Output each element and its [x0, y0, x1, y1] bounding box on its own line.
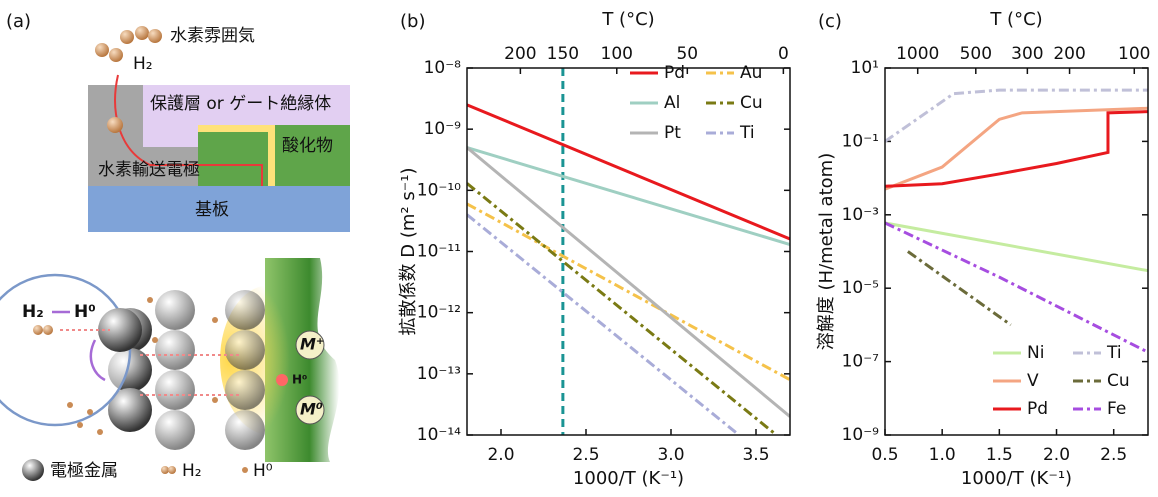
top-tick-label: 100 — [1118, 44, 1150, 64]
data-line — [467, 215, 739, 435]
x-tick-label: 2.0 — [1043, 445, 1070, 465]
top-axis-label: T (°C) — [989, 9, 1042, 30]
panel-label: (b) — [400, 11, 425, 32]
y-tick-label: 10⁻⁵ — [842, 278, 879, 298]
diagram-label: H⁰ — [292, 373, 307, 387]
diagram-label: H₂ — [22, 302, 44, 322]
top-tick-label: 200 — [504, 44, 536, 64]
legend-label: Ti — [739, 123, 755, 143]
diagram-label: M⁺ — [300, 335, 324, 354]
legend-label: Ti — [1106, 343, 1122, 363]
diagram-label: 基板 — [195, 200, 229, 220]
y-axis-label: 溶解度 (H/metal atom) — [816, 153, 837, 350]
diagram-label: 水素輸送電極 — [98, 160, 200, 180]
legend-label: Fe — [1107, 399, 1126, 419]
legend-label: Cu — [740, 93, 763, 113]
diagram-label: H⁰ — [74, 302, 96, 322]
legend-label: Cu — [1107, 371, 1130, 391]
x-tick-label: 2.5 — [572, 445, 599, 465]
x-tick-label: 2.0 — [487, 445, 514, 465]
legend-label: 電極金属 — [50, 461, 118, 481]
top-tick-label: 150 — [547, 44, 579, 64]
legend-label: Ni — [1027, 343, 1044, 363]
y-tick-label: 10⁻³ — [842, 205, 879, 225]
x-tick-label: 3.5 — [742, 445, 769, 465]
y-tick-label: 10⁻⁷ — [842, 352, 880, 372]
legend-label: H₂ — [182, 461, 202, 481]
legend-label: Pd — [1027, 399, 1048, 419]
data-line — [467, 148, 790, 245]
legend-label: Al — [664, 93, 680, 113]
y-tick-label: 10⁻⁹ — [424, 119, 462, 139]
x-tick-label: 0.5 — [871, 445, 898, 465]
diagram-label: 保護層 or ゲート絶縁体 — [150, 94, 331, 114]
diagram-label: 酸化物 — [282, 136, 333, 156]
data-line — [467, 183, 776, 435]
y-axis-label: 拡散係数 D (m² s⁻¹) — [398, 168, 419, 336]
y-tick-label: 10⁻⁸ — [424, 58, 462, 78]
y-tick-label: 10¹ — [851, 58, 879, 78]
legend-label: Au — [740, 63, 762, 83]
legend-label: Pt — [664, 123, 681, 143]
x-axis-label: 1000/T (K⁻¹) — [573, 468, 684, 489]
legend-label: V — [1027, 371, 1039, 391]
mechanism-diagram — [0, 258, 339, 481]
panel-label: (c) — [818, 11, 842, 32]
y-tick-label: 10⁻¹¹ — [417, 242, 461, 262]
figure: (a) (b) (c) 水素雰囲気 H₂ 保護層 or ゲート絶縁体 水素輸送電… — [0, 0, 1158, 497]
data-line — [908, 252, 1011, 325]
top-tick-label: 0 — [778, 44, 789, 64]
top-tick-label: 500 — [960, 44, 992, 64]
panel-label: (a) — [6, 11, 31, 32]
y-tick-label: 10⁻¹³ — [417, 364, 461, 384]
y-tick-label: 10⁻¹² — [417, 303, 461, 323]
diagram-label: H₂ — [133, 54, 153, 74]
y-tick-label: 10⁻⁹ — [842, 425, 880, 445]
data-line — [885, 223, 1148, 352]
x-axis-label: 1000/T (K⁻¹) — [961, 468, 1072, 489]
y-tick-label: 10⁻¹⁰ — [417, 180, 461, 200]
diagram-label: M⁰ — [300, 400, 323, 419]
legend-label: H⁰ — [253, 461, 273, 481]
top-tick-label: 50 — [676, 44, 698, 64]
top-tick-label: 200 — [1053, 44, 1085, 64]
legend-label: Pd — [664, 63, 685, 83]
x-tick-label: 1.5 — [986, 445, 1013, 465]
data-line — [885, 223, 1148, 271]
y-tick-label: 10⁻¹⁴ — [417, 425, 461, 445]
x-tick-label: 3.0 — [657, 445, 684, 465]
top-axis-label: T (°C) — [601, 9, 654, 30]
top-tick-label: 300 — [1011, 44, 1043, 64]
top-tick-label: 1000 — [896, 44, 939, 64]
y-tick-label: 10⁻¹ — [842, 131, 879, 151]
diagram-label: 水素雰囲気 — [170, 26, 255, 46]
x-tick-label: 1.0 — [929, 445, 956, 465]
top-tick-label: 100 — [601, 44, 633, 64]
x-tick-label: 2.5 — [1100, 445, 1127, 465]
data-line — [467, 148, 790, 417]
